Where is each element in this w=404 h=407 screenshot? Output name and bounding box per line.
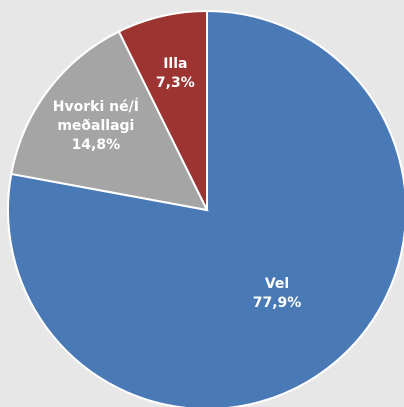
category-label: Illa bbox=[163, 56, 188, 73]
slice-label: Illa 7,3% bbox=[115, 39, 235, 109]
slice-label-box: Vel 77,9% bbox=[217, 259, 337, 329]
value-label: 14,8% bbox=[71, 136, 121, 153]
slice-label: Vel 77,9% bbox=[217, 259, 337, 329]
slice-label: Hvorki né/Í meðallagi 14,8% bbox=[36, 91, 156, 161]
category-label: Vel bbox=[264, 276, 290, 293]
slice-label-box: Hvorki né/Í meðallagi 14,8% bbox=[36, 91, 156, 161]
value-label: 77,9% bbox=[252, 295, 302, 312]
value-label: 7,3% bbox=[155, 75, 195, 92]
category-label: Hvorki né/Í meðallagi bbox=[52, 98, 139, 134]
pie-slice bbox=[117, 9, 208, 211]
pie-slice bbox=[10, 30, 209, 212]
pie-slice bbox=[7, 9, 404, 407]
slice-label-box: Illa 7,3% bbox=[115, 39, 235, 109]
